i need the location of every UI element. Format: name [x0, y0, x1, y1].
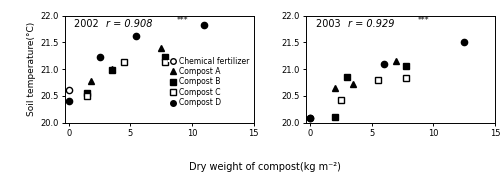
- Y-axis label: Soil temperature(°C): Soil temperature(°C): [27, 22, 36, 116]
- Text: 2003: 2003: [316, 19, 346, 29]
- Text: 2002: 2002: [74, 19, 106, 29]
- Legend: Chemical fertilizer, Compost A, Compost B, Compost C, Compost D: Chemical fertilizer, Compost A, Compost …: [168, 56, 250, 108]
- Text: r = 0.908: r = 0.908: [106, 19, 153, 29]
- Text: Dry weight of compost(kg m⁻²): Dry weight of compost(kg m⁻²): [189, 162, 341, 172]
- Text: ***: ***: [176, 16, 188, 25]
- Text: r = 0.929: r = 0.929: [348, 19, 395, 29]
- Text: ***: ***: [418, 16, 430, 25]
